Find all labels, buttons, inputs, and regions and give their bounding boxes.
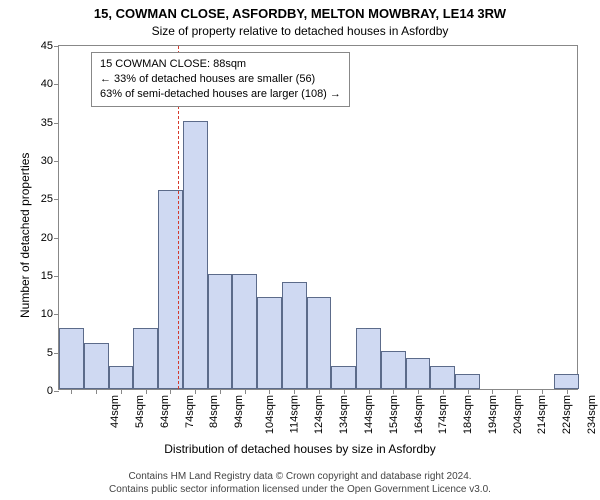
- info-box-line: 63% of semi-detached houses are larger (…: [100, 87, 341, 102]
- histogram-bar: [158, 190, 183, 389]
- x-tick-label: 154sqm: [388, 395, 400, 434]
- x-tick-mark: [344, 389, 345, 394]
- x-tick-mark: [269, 389, 270, 394]
- histogram-bar: [455, 374, 480, 389]
- x-tick-mark: [71, 389, 72, 394]
- histogram-bar: [406, 358, 431, 389]
- x-tick-mark: [170, 389, 171, 394]
- x-tick-label: 64sqm: [159, 395, 171, 428]
- x-tick-mark: [418, 389, 419, 394]
- histogram-bar: [554, 374, 579, 389]
- x-tick-label: 204sqm: [512, 395, 524, 434]
- x-tick-label: 54sqm: [134, 395, 146, 428]
- y-tick-mark: [54, 391, 59, 392]
- x-tick-mark: [492, 389, 493, 394]
- x-tick-label: 184sqm: [462, 395, 474, 434]
- histogram-bar: [232, 274, 257, 389]
- x-tick-label: 84sqm: [208, 395, 220, 428]
- x-tick-label: 104sqm: [264, 395, 276, 434]
- y-axis-label: Number of detached properties: [18, 152, 32, 317]
- histogram-bar: [282, 282, 307, 389]
- title-line2: Size of property relative to detached ho…: [0, 24, 600, 38]
- x-tick-mark: [96, 389, 97, 394]
- x-tick-mark: [195, 389, 196, 394]
- x-tick-mark: [369, 389, 370, 394]
- histogram-bar: [183, 121, 208, 389]
- y-tick-mark: [54, 46, 59, 47]
- info-box: 15 COWMAN CLOSE: 88sqm← 33% of detached …: [91, 52, 350, 107]
- histogram-bar: [84, 343, 109, 389]
- histogram-bar: [381, 351, 406, 389]
- y-tick-mark: [54, 199, 59, 200]
- y-tick-mark: [54, 84, 59, 85]
- y-tick-mark: [54, 314, 59, 315]
- x-tick-label: 124sqm: [314, 395, 326, 434]
- histogram-bar: [59, 328, 84, 389]
- title-line1: 15, COWMAN CLOSE, ASFORDBY, MELTON MOWBR…: [0, 6, 600, 21]
- histogram-bar: [133, 328, 158, 389]
- x-tick-mark: [146, 389, 147, 394]
- x-tick-mark: [468, 389, 469, 394]
- info-box-line: 15 COWMAN CLOSE: 88sqm: [100, 57, 341, 72]
- x-tick-label: 164sqm: [413, 395, 425, 434]
- x-axis-label: Distribution of detached houses by size …: [0, 442, 600, 456]
- x-tick-label: 44sqm: [109, 395, 121, 428]
- histogram-bar: [208, 274, 233, 389]
- info-box-line: ← 33% of detached houses are smaller (56…: [100, 72, 341, 87]
- histogram-bar: [430, 366, 455, 389]
- x-tick-label: 194sqm: [487, 395, 499, 434]
- x-tick-label: 144sqm: [363, 395, 375, 434]
- x-tick-label: 134sqm: [338, 395, 350, 434]
- histogram-bar: [356, 328, 381, 389]
- y-tick-mark: [54, 161, 59, 162]
- x-tick-label: 174sqm: [437, 395, 449, 434]
- x-tick-label: 234sqm: [586, 395, 598, 434]
- x-tick-label: 74sqm: [184, 395, 196, 428]
- histogram-bar: [257, 297, 282, 389]
- x-tick-mark: [245, 389, 246, 394]
- x-tick-label: 214sqm: [536, 395, 548, 434]
- histogram-bar: [331, 366, 356, 389]
- x-tick-mark: [294, 389, 295, 394]
- x-tick-mark: [542, 389, 543, 394]
- x-tick-label: 94sqm: [233, 395, 245, 428]
- footer-attribution: Contains HM Land Registry data © Crown c…: [0, 470, 600, 496]
- chart-plot-area: 05101520253035404544sqm54sqm64sqm74sqm84…: [58, 45, 578, 390]
- x-tick-mark: [517, 389, 518, 394]
- footer-line1: Contains HM Land Registry data © Crown c…: [128, 471, 471, 482]
- y-tick-mark: [54, 238, 59, 239]
- x-tick-mark: [443, 389, 444, 394]
- x-tick-mark: [319, 389, 320, 394]
- histogram-bar: [307, 297, 332, 389]
- x-tick-label: 114sqm: [288, 395, 300, 433]
- x-tick-mark: [121, 389, 122, 394]
- histogram-bar: [109, 366, 134, 389]
- y-tick-mark: [54, 123, 59, 124]
- y-tick-mark: [54, 276, 59, 277]
- x-tick-mark: [220, 389, 221, 394]
- x-tick-label: 224sqm: [561, 395, 573, 434]
- footer-line2: Contains public sector information licen…: [109, 484, 491, 495]
- x-tick-mark: [567, 389, 568, 394]
- x-tick-mark: [393, 389, 394, 394]
